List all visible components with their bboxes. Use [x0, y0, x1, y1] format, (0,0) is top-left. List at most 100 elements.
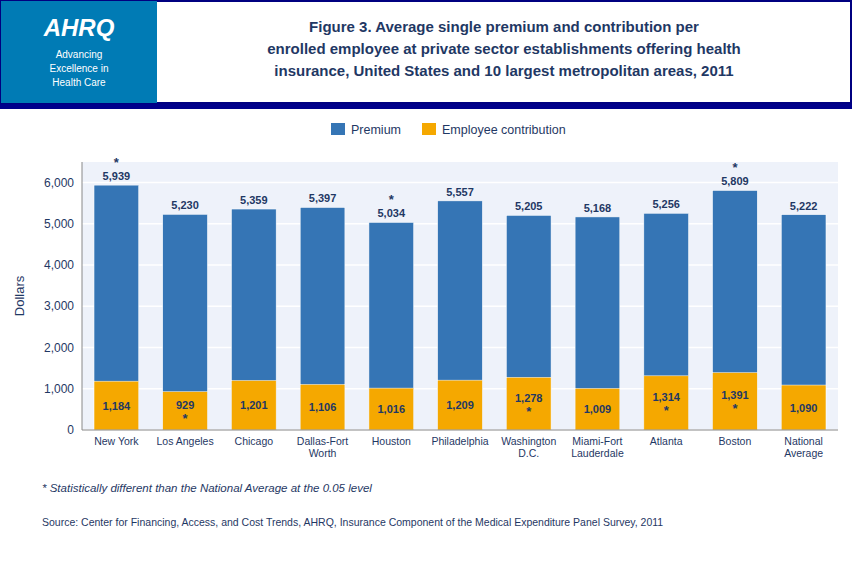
legend: Premium Employee contribution — [331, 123, 566, 137]
text-line: Lauderdale — [571, 447, 624, 459]
header-box — [1, 1, 851, 103]
annotation: * — [664, 403, 670, 418]
x-tick-label: New York — [94, 435, 139, 447]
bar — [506, 377, 551, 430]
data-label: 1,391 — [721, 389, 749, 401]
bar — [231, 209, 276, 430]
data-label: 5,809 — [721, 175, 749, 187]
annotation: * — [526, 404, 532, 419]
y-tick-label: 5,000 — [44, 217, 74, 231]
x-tick-label: Miami-FortLauderdale — [571, 435, 624, 459]
y-tick-label: 1,000 — [44, 382, 74, 396]
data-label: 1,016 — [378, 403, 406, 415]
bar — [94, 185, 139, 430]
data-label: 5,222 — [790, 200, 818, 212]
text-line: New York — [94, 435, 139, 447]
bar — [369, 222, 414, 430]
bar — [713, 190, 758, 430]
text-line: Boston — [719, 435, 752, 447]
data-label: 5,256 — [652, 198, 680, 210]
x-tick-label: Philadelphia — [431, 435, 488, 447]
chart-svg: AHRQ Advancing Excellence in Health Care Fig… — [0, 0, 852, 576]
annotation: * — [732, 160, 738, 175]
text-line: Philadelphia — [431, 435, 488, 447]
text-line: Washington — [501, 435, 556, 447]
bar — [369, 388, 414, 430]
x-tick-label: Los Angeles — [156, 435, 213, 447]
data-label: 1,278 — [515, 392, 543, 404]
legend-swatch — [422, 123, 436, 135]
text-line: National — [784, 435, 823, 447]
bar — [781, 215, 826, 430]
data-label: 5,168 — [584, 202, 612, 214]
y-axis-label: Dollars — [12, 275, 27, 316]
header-rule — [0, 104, 852, 109]
x-tick-label: Dallas-FortWorth — [297, 435, 348, 459]
data-label: 5,359 — [240, 194, 268, 206]
x-tick-label: Boston — [719, 435, 752, 447]
x-tick-label: NationalAverage — [784, 435, 823, 459]
legend-swatch — [331, 123, 345, 135]
annotation: * — [732, 401, 738, 416]
data-label: 5,557 — [446, 186, 474, 198]
bar — [575, 217, 620, 430]
data-label: 1,314 — [652, 391, 680, 403]
data-labels: 5,939*5,2305,3595,3975,034*5,5575,2055,1… — [103, 155, 818, 426]
legend-label: Employee contribution — [442, 123, 566, 137]
data-label: 1,201 — [240, 399, 268, 411]
text-line: Chicago — [235, 435, 274, 447]
footnote: * Statistically different than the Natio… — [42, 482, 372, 494]
text-line: Atlanta — [650, 435, 683, 447]
bar — [163, 392, 208, 430]
annotation: * — [183, 411, 189, 426]
logo-text: Advancing — [56, 49, 103, 60]
y-tick-label: 0 — [67, 423, 74, 437]
annotation: * — [389, 192, 395, 207]
text-line: enrolled employee at private sector esta… — [267, 40, 740, 57]
chart-container: AHRQ Advancing Excellence in Health Care Fig… — [0, 0, 852, 576]
data-label: 5,939 — [103, 170, 131, 182]
logo-text: Health Care — [52, 77, 106, 88]
logo-title: AHRQ — [43, 14, 115, 41]
data-label: 5,034 — [378, 207, 406, 219]
footnote: Source: Center for Financing, Access, an… — [42, 516, 663, 528]
text-line: insurance, United States and 10 largest … — [274, 62, 733, 79]
data-label: 1,090 — [790, 402, 818, 414]
logo-text: Excellence in — [50, 63, 109, 74]
bar — [781, 385, 826, 430]
legend-label: Premium — [351, 123, 401, 137]
text-line: D.C. — [518, 447, 539, 459]
x-tick-label: WashingtonD.C. — [501, 435, 556, 459]
data-label: 5,230 — [171, 199, 199, 211]
text-line: Dallas-Fort — [297, 435, 348, 447]
y-tick-label: 4,000 — [44, 258, 74, 272]
bar — [231, 380, 276, 430]
x-tick-label: Houston — [372, 435, 411, 447]
annotation: * — [114, 155, 120, 170]
bar — [438, 380, 483, 430]
bars — [94, 185, 826, 430]
y-tick-label: 3,000 — [44, 299, 74, 313]
bar — [300, 207, 345, 430]
bar — [506, 215, 551, 430]
data-label: 1,106 — [309, 401, 337, 413]
text-line: Worth — [309, 447, 337, 459]
logo-box — [1, 1, 157, 103]
bar — [438, 201, 483, 430]
y-tick-label: 6,000 — [44, 176, 74, 190]
text-line: Figure 3. Average single premium and con… — [309, 18, 699, 35]
text-line: Average — [784, 447, 823, 459]
text-line: Los Angeles — [156, 435, 213, 447]
plot-background — [82, 162, 838, 430]
chart-title: Figure 3. Average single premium and con… — [267, 18, 740, 79]
data-label: 1,009 — [584, 403, 612, 415]
text-line: Houston — [372, 435, 411, 447]
bar — [575, 388, 620, 430]
y-tick-label: 2,000 — [44, 341, 74, 355]
data-label: 1,184 — [103, 400, 131, 412]
data-label: 1,209 — [446, 399, 474, 411]
data-label: 5,205 — [515, 200, 543, 212]
bar — [644, 213, 689, 430]
x-tick-label: Chicago — [235, 435, 274, 447]
x-axis-line — [82, 430, 838, 431]
